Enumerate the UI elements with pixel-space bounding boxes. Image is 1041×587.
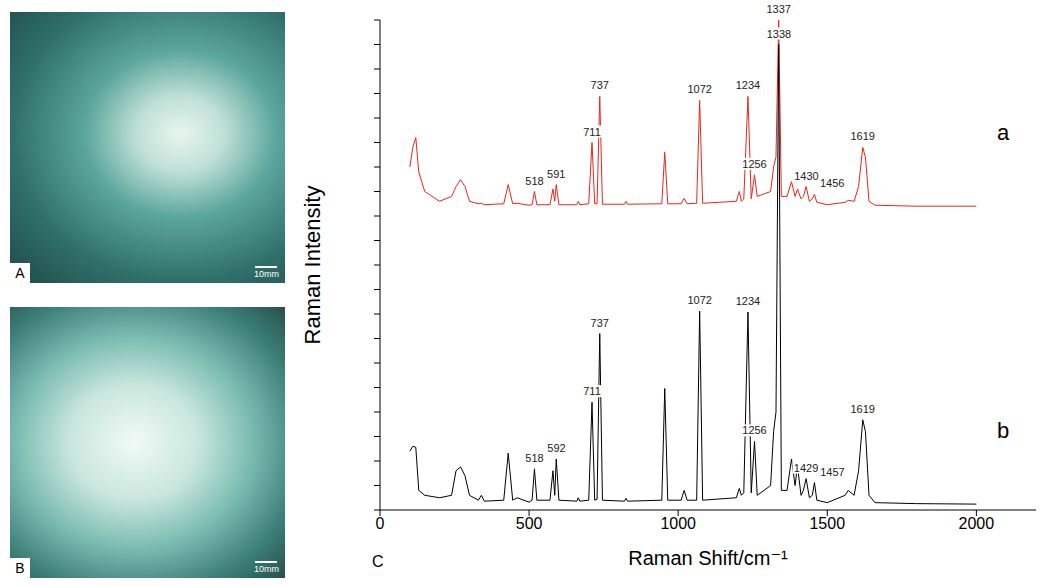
svg-text:b: b [997,418,1009,443]
svg-text:1234: 1234 [736,79,760,91]
svg-text:1500: 1500 [809,515,845,532]
svg-text:737: 737 [591,317,609,329]
html-text:A: A [15,265,25,281]
svg-text:1072: 1072 [687,83,711,95]
svg-text:Raman Shift/cm⁻¹: Raman Shift/cm⁻¹ [628,547,788,569]
html-text:10mm: 10mm [254,564,279,574]
svg-text:1338: 1338 [767,28,791,40]
svg-text:1429: 1429 [794,462,818,474]
svg-text:a: a [997,120,1010,145]
svg-text:711: 711 [583,385,601,397]
svg-text:1430: 1430 [794,170,818,182]
svg-text:1619: 1619 [851,130,875,142]
svg-text:1256: 1256 [742,158,766,170]
svg-text:1234: 1234 [736,295,760,307]
svg-text:1000: 1000 [660,515,696,532]
svg-text:711: 711 [583,126,601,138]
svg-text:592: 592 [547,442,565,454]
svg-text:1457: 1457 [820,466,844,478]
svg-text:1072: 1072 [687,294,711,306]
html-text:B: B [15,560,25,576]
svg-text:591: 591 [547,168,565,180]
svg-text:1337: 1337 [766,3,790,15]
svg-text:737: 737 [591,79,609,91]
svg-text:518: 518 [525,452,543,464]
html-text:C: C [372,553,384,570]
svg-text:518: 518 [525,175,543,187]
svg-text:2000: 2000 [959,515,995,532]
html-text:10mm: 10mm [254,269,279,279]
svg-text:1619: 1619 [851,403,875,415]
svg-text:Raman Intensity: Raman Intensity [300,186,325,345]
svg-text:500: 500 [516,515,543,532]
svg-text:0: 0 [376,515,385,532]
svg-text:1256: 1256 [742,424,766,436]
svg-text:1456: 1456 [820,177,844,189]
